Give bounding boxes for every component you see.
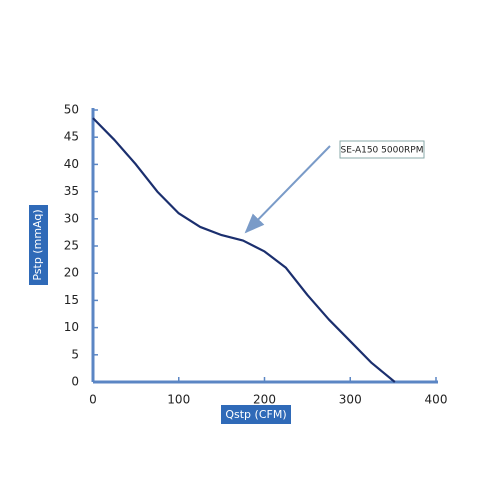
y-tick-label: 40 xyxy=(64,157,79,171)
y-tick-label: 10 xyxy=(64,320,79,334)
x-axis-label: Qstp (CFM) xyxy=(225,408,286,421)
y-tick-label: 20 xyxy=(64,266,79,280)
y-tick-label: 15 xyxy=(64,293,79,307)
y-tick-label: 0 xyxy=(71,375,79,389)
y-tick-label: 50 xyxy=(64,103,79,117)
annotation-box xyxy=(339,140,425,159)
x-label-box xyxy=(221,405,291,424)
y-tick-label: 30 xyxy=(64,211,79,225)
x-tick-label: 300 xyxy=(339,393,362,407)
annotation-arrow xyxy=(244,145,331,234)
x-tick-label: 100 xyxy=(167,393,190,407)
x-tick-label: 200 xyxy=(253,393,276,407)
x-tick-label: 0 xyxy=(89,393,97,407)
y-tick-label: 45 xyxy=(64,130,79,144)
x-tick-label: 400 xyxy=(425,393,448,407)
y-axis-label: Pstp (mmAq) xyxy=(31,209,44,280)
y-tick-label: 5 xyxy=(71,347,79,361)
y-label-box xyxy=(29,205,48,285)
y-tick-label: 35 xyxy=(64,184,79,198)
annotation: SE-A150 5000RPM xyxy=(341,146,424,156)
curve xyxy=(92,117,396,383)
y-tick-label: 25 xyxy=(64,239,79,253)
